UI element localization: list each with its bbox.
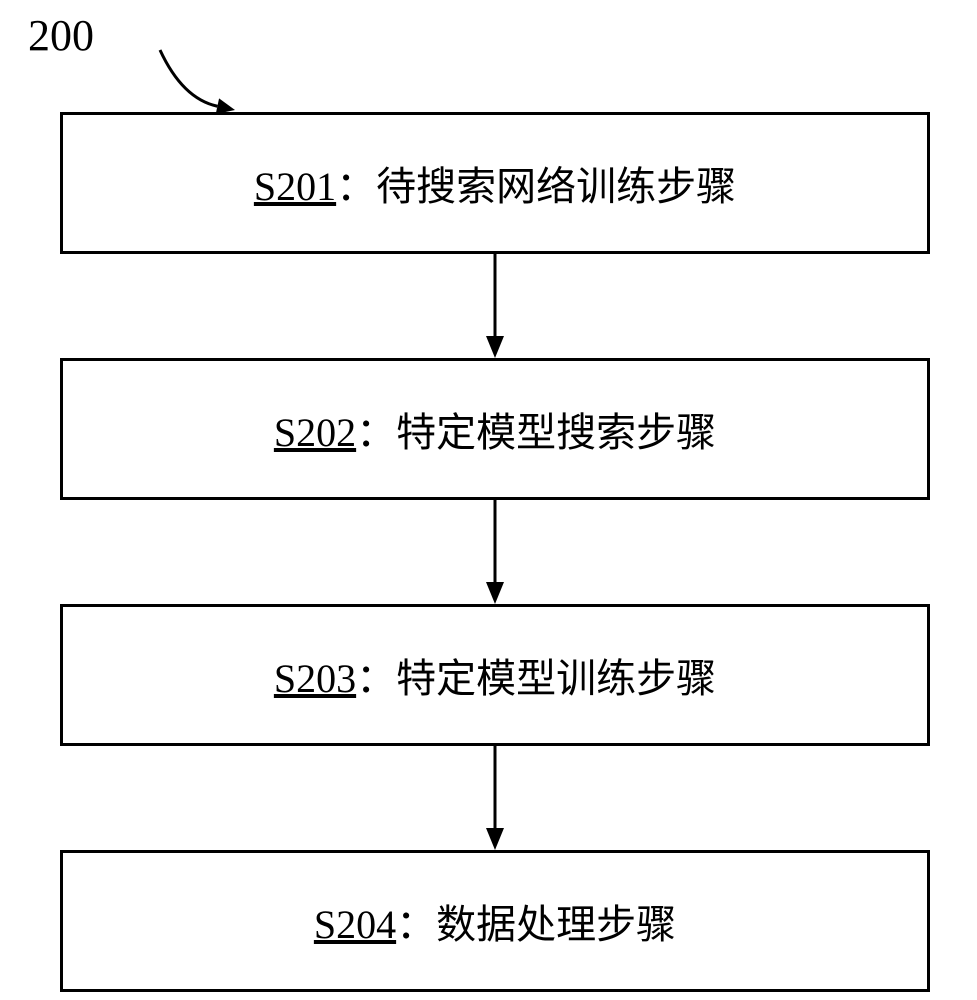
step-sep-s202: ： [356, 410, 396, 455]
step-text-s202: S202：特定模型搜索步骤 [274, 400, 716, 458]
step-sep-s201: ： [336, 164, 376, 209]
step-label-s203: 特定模型训练步骤 [396, 656, 716, 701]
step-text-s203: S203：特定模型训练步骤 [274, 646, 716, 704]
step-text-s204: S204：数据处理步骤 [314, 892, 676, 950]
step-sep-s203: ： [356, 656, 396, 701]
step-box-s204: S204：数据处理步骤 [60, 850, 930, 992]
flowchart-canvas: 200 S201：待搜索网络训练步骤S202：特定模型搜索步骤S203：特定模型… [0, 0, 977, 1000]
step-box-s201: S201：待搜索网络训练步骤 [60, 112, 930, 254]
step-id-s204: S204 [314, 902, 396, 947]
step-id-s201: S201 [254, 164, 336, 209]
step-id-s202: S202 [274, 410, 356, 455]
step-label-s201: 待搜索网络训练步骤 [376, 164, 736, 209]
step-box-s202: S202：特定模型搜索步骤 [60, 358, 930, 500]
step-box-s203: S203：特定模型训练步骤 [60, 604, 930, 746]
figure-number-label: 200 [28, 10, 94, 61]
step-text-s201: S201：待搜索网络训练步骤 [254, 154, 736, 212]
step-label-s202: 特定模型搜索步骤 [396, 410, 716, 455]
step-id-s203: S203 [274, 656, 356, 701]
step-label-s204: 数据处理步骤 [436, 902, 676, 947]
step-sep-s204: ： [396, 902, 436, 947]
connector-s203-s204 [477, 746, 513, 850]
connector-s201-s202 [477, 254, 513, 358]
connector-s202-s203 [477, 500, 513, 604]
